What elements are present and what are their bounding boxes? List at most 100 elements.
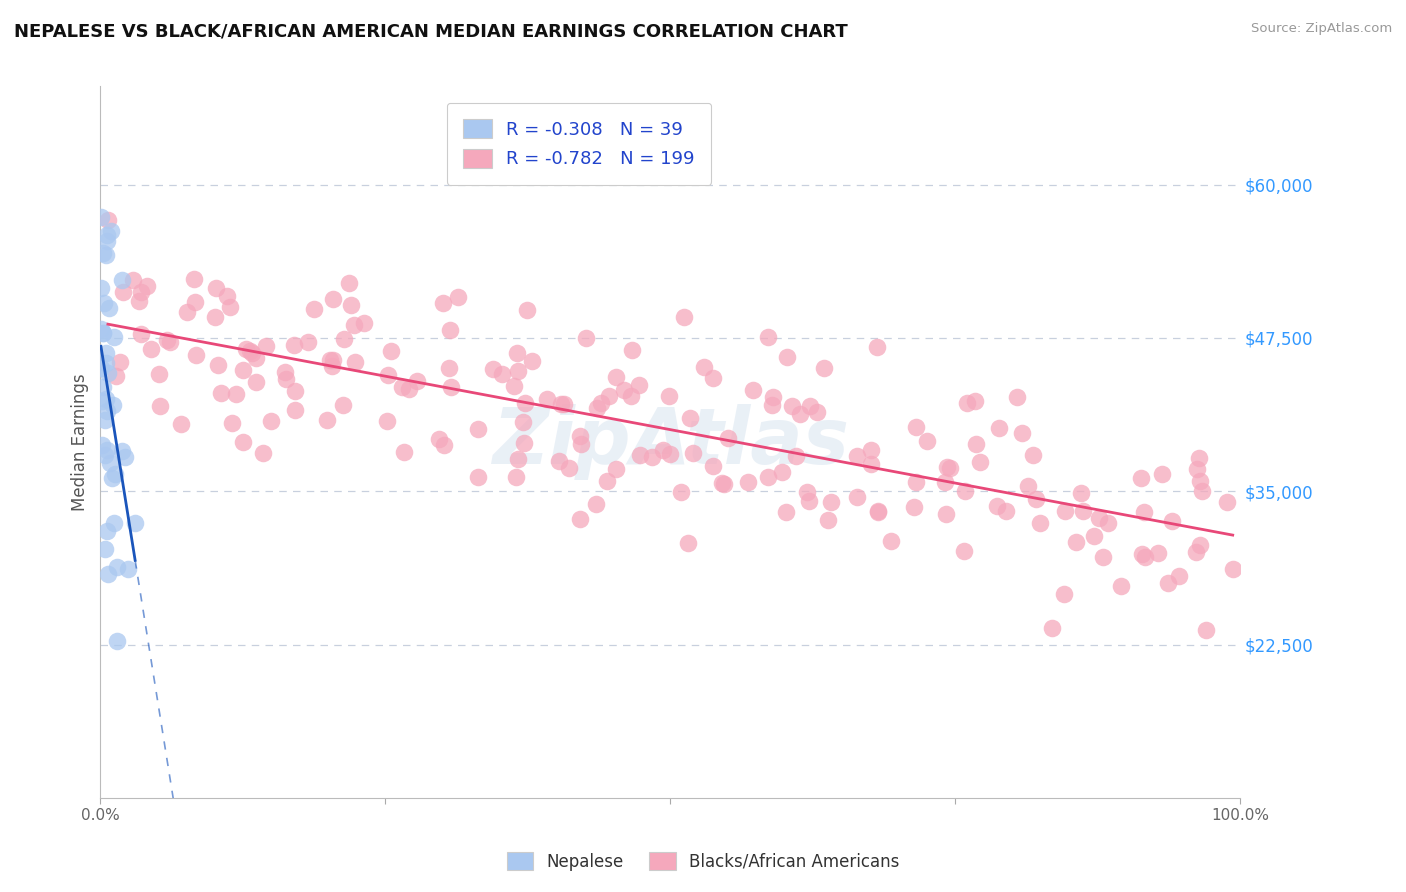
Point bbox=[550, 397, 572, 411]
Legend: R = -0.308   N = 39, R = -0.782   N = 199: R = -0.308 N = 39, R = -0.782 N = 199 bbox=[447, 103, 711, 185]
Point bbox=[184, 348, 207, 362]
Point bbox=[96, 442, 118, 457]
Point bbox=[93, 326, 115, 340]
Point bbox=[405, 374, 427, 388]
Point bbox=[284, 403, 307, 417]
Point bbox=[100, 224, 122, 238]
Point bbox=[343, 355, 366, 369]
Point bbox=[1156, 576, 1178, 591]
Point bbox=[1184, 545, 1206, 559]
Point bbox=[1022, 448, 1045, 462]
Point bbox=[297, 334, 319, 349]
Point bbox=[785, 449, 807, 463]
Point bbox=[1130, 547, 1153, 561]
Point bbox=[353, 316, 375, 330]
Point bbox=[956, 395, 979, 409]
Point bbox=[1188, 450, 1211, 465]
Point bbox=[90, 322, 112, 336]
Point bbox=[770, 465, 793, 479]
Point bbox=[322, 353, 344, 368]
Point bbox=[627, 377, 650, 392]
Point bbox=[204, 310, 226, 324]
Point bbox=[91, 380, 114, 394]
Point bbox=[240, 345, 263, 359]
Point bbox=[513, 396, 536, 410]
Point bbox=[117, 562, 139, 576]
Point bbox=[846, 449, 869, 463]
Point bbox=[742, 383, 765, 397]
Point bbox=[737, 475, 759, 489]
Point bbox=[111, 273, 134, 287]
Point bbox=[512, 415, 534, 429]
Point bbox=[105, 368, 128, 383]
Point bbox=[467, 470, 489, 484]
Point bbox=[427, 433, 450, 447]
Point bbox=[969, 455, 991, 469]
Point bbox=[761, 398, 783, 412]
Point bbox=[332, 332, 354, 346]
Point bbox=[94, 248, 117, 262]
Point bbox=[620, 343, 643, 357]
Point bbox=[90, 394, 112, 409]
Point bbox=[93, 542, 115, 557]
Y-axis label: Median Earnings: Median Earnings bbox=[72, 374, 89, 511]
Point bbox=[1185, 462, 1208, 476]
Point bbox=[589, 396, 612, 410]
Point bbox=[797, 494, 820, 508]
Point bbox=[114, 450, 136, 464]
Point bbox=[91, 326, 114, 341]
Point bbox=[245, 375, 267, 389]
Point bbox=[96, 228, 118, 243]
Point bbox=[762, 390, 785, 404]
Point bbox=[880, 534, 903, 549]
Point bbox=[97, 566, 120, 581]
Point bbox=[799, 399, 821, 413]
Point bbox=[963, 394, 986, 409]
Point bbox=[1222, 562, 1244, 576]
Text: ZipAtlas: ZipAtlas bbox=[492, 404, 849, 480]
Point bbox=[516, 303, 538, 318]
Point bbox=[221, 416, 243, 430]
Point bbox=[491, 368, 513, 382]
Point bbox=[806, 405, 828, 419]
Point bbox=[235, 343, 257, 357]
Point bbox=[620, 389, 643, 403]
Point bbox=[433, 438, 456, 452]
Point bbox=[97, 213, 120, 227]
Point bbox=[1005, 390, 1028, 404]
Legend: Nepalese, Blacks/African Americans: Nepalese, Blacks/African Americans bbox=[498, 844, 908, 880]
Point bbox=[139, 342, 162, 356]
Point bbox=[936, 459, 959, 474]
Point bbox=[1017, 479, 1039, 493]
Point bbox=[605, 370, 627, 384]
Point bbox=[717, 432, 740, 446]
Point bbox=[585, 497, 607, 511]
Point bbox=[183, 272, 205, 286]
Point bbox=[953, 484, 976, 499]
Point bbox=[988, 421, 1011, 435]
Point bbox=[1167, 569, 1189, 583]
Point bbox=[1195, 623, 1218, 637]
Point bbox=[1011, 425, 1033, 440]
Point bbox=[1147, 546, 1170, 560]
Point bbox=[575, 331, 598, 345]
Point bbox=[207, 358, 229, 372]
Point bbox=[915, 434, 938, 448]
Point bbox=[813, 361, 835, 376]
Point bbox=[447, 290, 470, 304]
Point bbox=[939, 461, 962, 475]
Point bbox=[904, 420, 927, 434]
Point bbox=[90, 280, 112, 294]
Text: Source: ZipAtlas.com: Source: ZipAtlas.com bbox=[1251, 22, 1392, 36]
Point bbox=[215, 289, 238, 303]
Point bbox=[111, 444, 134, 458]
Point bbox=[260, 414, 283, 428]
Point bbox=[439, 323, 461, 337]
Point bbox=[596, 474, 619, 488]
Point bbox=[506, 364, 529, 378]
Point bbox=[713, 477, 735, 491]
Point bbox=[1188, 475, 1211, 489]
Point bbox=[1109, 579, 1132, 593]
Point bbox=[96, 235, 118, 249]
Point bbox=[776, 350, 799, 364]
